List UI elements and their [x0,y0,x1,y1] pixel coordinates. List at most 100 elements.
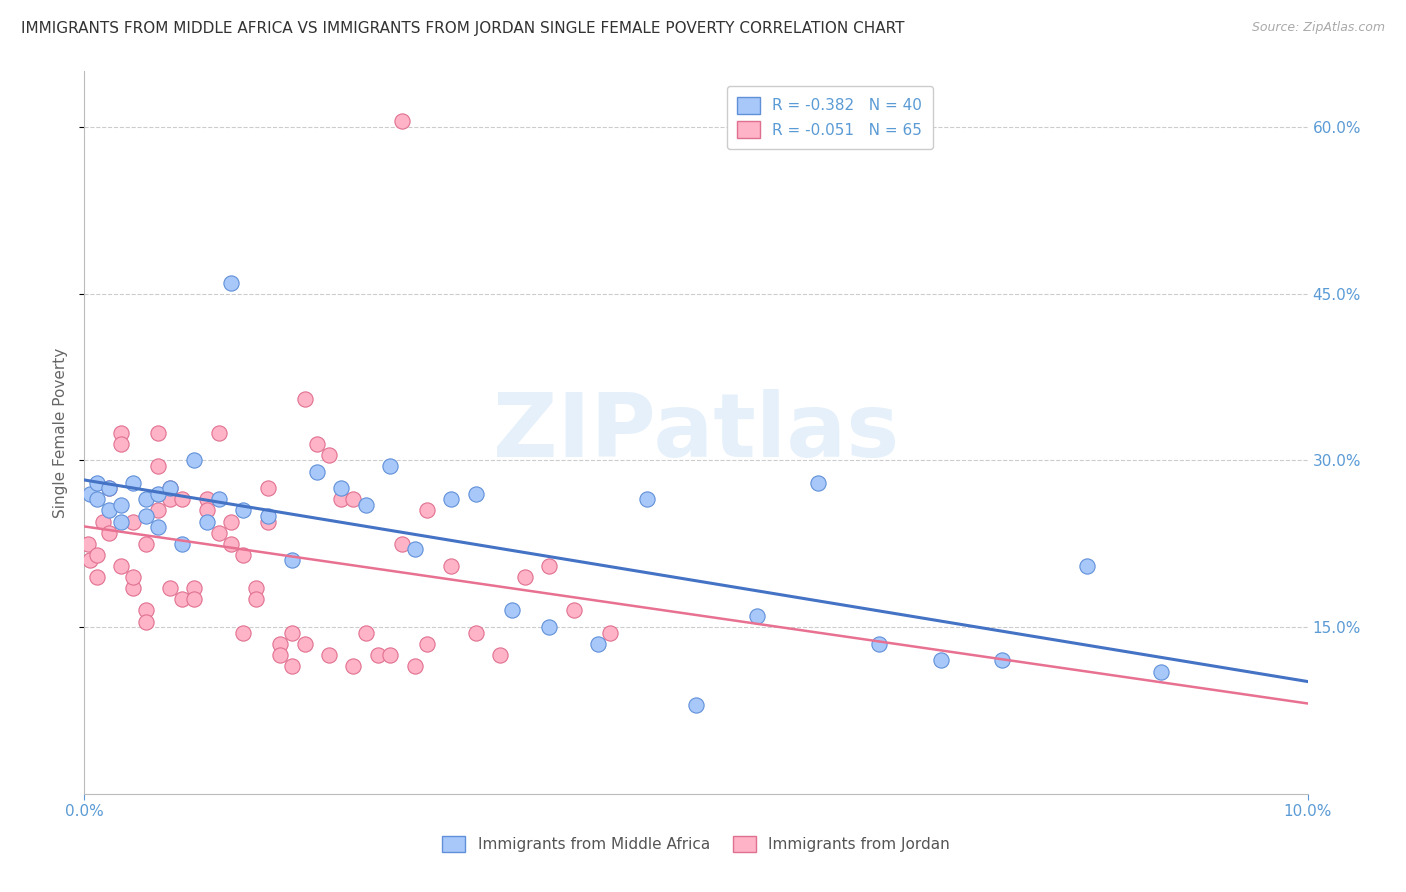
Point [464,625,486,640]
Point [636,492,658,507]
Point [257,508,280,523]
Point [294,392,316,407]
Point [354,498,377,512]
Point [1150,665,1173,679]
Point [135,615,157,629]
Point [122,581,145,595]
Point [305,436,328,450]
Point [195,515,218,529]
Point [281,625,304,640]
Point [232,503,254,517]
Point [281,659,304,673]
Point [97,481,120,495]
Point [219,537,242,551]
Point [367,648,389,662]
Point [404,659,426,673]
Point [440,492,463,507]
Point [110,498,132,512]
Point [869,637,891,651]
Point [208,425,231,440]
Legend: Immigrants from Middle Africa, Immigrants from Jordan: Immigrants from Middle Africa, Immigrant… [436,830,956,858]
Point [86,492,108,507]
Point [562,603,585,617]
Point [146,458,169,473]
Point [183,453,205,467]
Point [122,475,145,490]
Point [685,698,707,712]
Point [183,592,205,607]
Point [122,570,145,584]
Point [807,475,830,490]
Point [146,520,169,534]
Point [380,458,402,473]
Point [97,503,120,517]
Point [599,625,621,640]
Point [380,648,402,662]
Point [146,425,169,440]
Point [232,625,254,640]
Point [97,525,120,540]
Point [440,559,463,574]
Point [281,553,304,567]
Point [354,625,377,640]
Point [135,537,157,551]
Point [97,481,120,495]
Point [146,503,169,517]
Point [513,570,536,584]
Point [330,492,353,507]
Point [245,581,267,595]
Text: IMMIGRANTS FROM MIDDLE AFRICA VS IMMIGRANTS FROM JORDAN SINGLE FEMALE POVERTY CO: IMMIGRANTS FROM MIDDLE AFRICA VS IMMIGRA… [21,21,904,37]
Point [245,592,267,607]
Point [159,581,181,595]
Point [159,481,181,495]
Point [489,648,512,662]
Point [77,537,100,551]
Point [586,637,609,651]
Point [502,603,524,617]
Point [110,559,132,574]
Point [86,475,108,490]
Point [294,637,316,651]
Point [416,637,439,651]
Point [257,481,280,495]
Point [135,508,157,523]
Point [232,548,254,562]
Point [135,603,157,617]
Point [208,492,231,507]
Point [86,570,108,584]
Point [208,525,231,540]
Point [305,465,328,479]
Point [195,492,218,507]
Point [172,592,194,607]
Point [172,537,194,551]
Point [110,515,132,529]
Text: ZIPatlas: ZIPatlas [494,389,898,476]
Point [110,425,132,440]
Point [146,487,169,501]
Point [79,553,101,567]
Point [538,620,561,634]
Point [159,481,181,495]
Text: Source: ZipAtlas.com: Source: ZipAtlas.com [1251,21,1385,35]
Point [257,515,280,529]
Point [219,515,242,529]
Point [464,487,486,501]
Point [991,653,1014,667]
Point [269,648,291,662]
Point [342,492,364,507]
Point [416,503,439,517]
Point [391,114,413,128]
Point [538,559,561,574]
Point [929,653,952,667]
Point [172,492,194,507]
Point [391,537,413,551]
Point [219,276,242,290]
Point [122,515,145,529]
Point [183,581,205,595]
Point [91,515,114,529]
Point [269,637,291,651]
Point [747,609,769,624]
Point [330,481,353,495]
Point [1076,559,1098,574]
Point [110,436,132,450]
